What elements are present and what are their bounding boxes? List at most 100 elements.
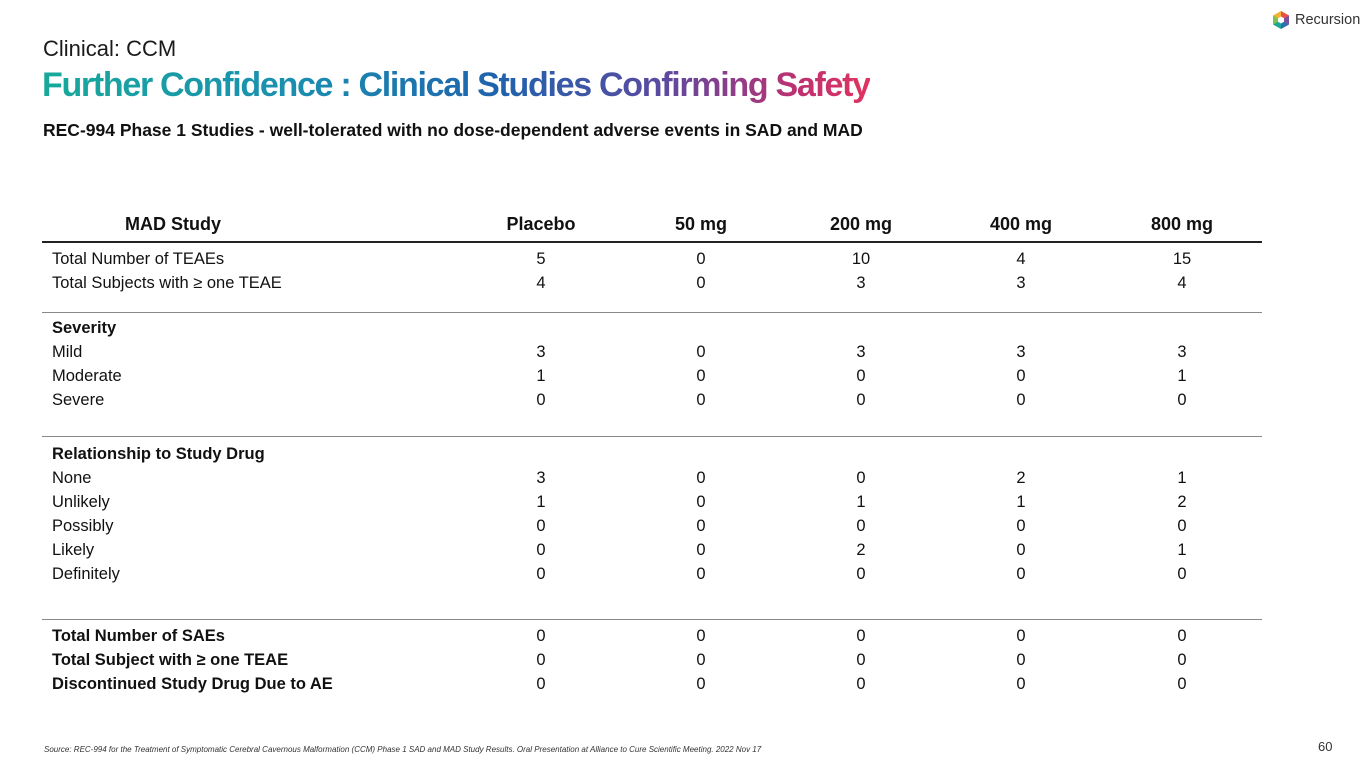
cell-value: 0 [696,675,706,693]
group-rule [42,312,1262,313]
section-label: Clinical: CCM [43,36,177,61]
cell-value: 4 [536,274,546,292]
group-heading: Relationship to Study Drug [52,445,265,463]
row-label: Possibly [52,517,114,535]
cell-value: 0 [536,565,546,583]
cell-value: 2 [1177,493,1187,511]
slide-title: Further Confidence : Clinical Studies Co… [42,66,871,104]
cell-value: 0 [696,651,706,669]
cell-value: 4 [1177,274,1187,292]
row-label: Moderate [52,367,122,385]
column-header: MAD Study [125,214,221,234]
cell-value: 3 [856,274,866,292]
cell-value: 1 [1177,541,1187,559]
header-rule [42,241,1262,243]
cell-value: 5 [536,250,546,268]
cell-value: 3 [1016,343,1026,361]
slide-subtitle: REC-994 Phase 1 Studies - well-tolerated… [43,120,863,140]
row-label: Total Number of TEAEs [52,250,225,268]
column-header: 400 mg [989,214,1053,234]
cell-value: 0 [1177,627,1187,645]
cell-value: 0 [856,391,866,409]
cell-value: 0 [1016,367,1026,385]
group-rule [42,436,1262,437]
cell-value: 3 [1177,343,1187,361]
cell-value: 0 [536,541,546,559]
cell-value: 0 [696,469,706,487]
cell-value: 0 [696,367,706,385]
logo-text: Recursion [1295,12,1361,28]
cell-value: 0 [696,391,706,409]
column-header: 200 mg [829,214,893,234]
column-header: 800 mg [1150,214,1214,234]
row-label: None [52,469,92,487]
row-label: Total Subjects with ≥ one TEAE [52,274,282,292]
row-label: Total Number of SAEs [52,627,225,645]
cell-value: 0 [696,274,706,292]
cell-value: 0 [856,367,866,385]
column-header: Placebo [506,214,576,234]
group-rule [42,619,1262,620]
cell-value: 2 [856,541,866,559]
source-note: Source: REC-994 for the Treatment of Sym… [44,745,762,754]
cell-value: 10 [851,250,871,268]
cell-value: 0 [1016,391,1026,409]
cell-value: 3 [856,343,866,361]
cell-value: 0 [856,517,866,535]
column-header: 50 mg [674,214,728,234]
row-label: Total Subject with ≥ one TEAE [52,651,289,669]
cell-value: 0 [856,651,866,669]
cell-value: 0 [856,469,866,487]
cell-value: 0 [696,627,706,645]
cell-value: 0 [696,541,706,559]
cell-value: 0 [1177,391,1187,409]
cell-value: 0 [536,517,546,535]
cell-value: 0 [696,493,706,511]
cell-value: 1 [1016,493,1026,511]
cell-value: 1 [1177,469,1187,487]
cell-value: 0 [1177,651,1187,669]
row-label: Unlikely [52,493,110,511]
cell-value: 0 [1016,565,1026,583]
cell-value: 3 [536,343,546,361]
cell-value: 1 [536,493,546,511]
cell-value: 0 [1177,517,1187,535]
cell-value: 0 [536,651,546,669]
row-label: Severe [52,391,105,409]
cell-value: 3 [536,469,546,487]
cell-value: 3 [1016,274,1026,292]
cell-value: 0 [696,343,706,361]
row-label: Definitely [52,565,120,583]
cell-value: 0 [696,565,706,583]
page-number: 60 [1318,739,1333,754]
group-heading: Severity [52,319,117,337]
cell-value: 4 [1016,250,1026,268]
logo: Recursion [1272,10,1360,30]
cell-value: 0 [536,391,546,409]
cell-value: 0 [1016,541,1026,559]
cell-value: 0 [856,627,866,645]
cell-value: 2 [1016,469,1026,487]
cell-value: 15 [1172,250,1192,268]
cell-value: 1 [856,493,866,511]
cell-value: 0 [696,517,706,535]
cell-value: 0 [696,250,706,268]
cell-value: 0 [1177,565,1187,583]
cell-value: 0 [536,675,546,693]
logo-icon [1273,11,1289,29]
cell-value: 0 [856,565,866,583]
row-label: Mild [52,343,83,361]
row-label: Likely [52,541,95,559]
cell-value: 0 [1177,675,1187,693]
cell-value: 0 [1016,627,1026,645]
cell-value: 0 [1016,675,1026,693]
cell-value: 0 [856,675,866,693]
cell-value: 0 [1016,517,1026,535]
cell-value: 1 [1177,367,1187,385]
cell-value: 0 [1016,651,1026,669]
cell-value: 1 [536,367,546,385]
cell-value: 0 [536,627,546,645]
row-label: Discontinued Study Drug Due to AE [52,675,333,693]
